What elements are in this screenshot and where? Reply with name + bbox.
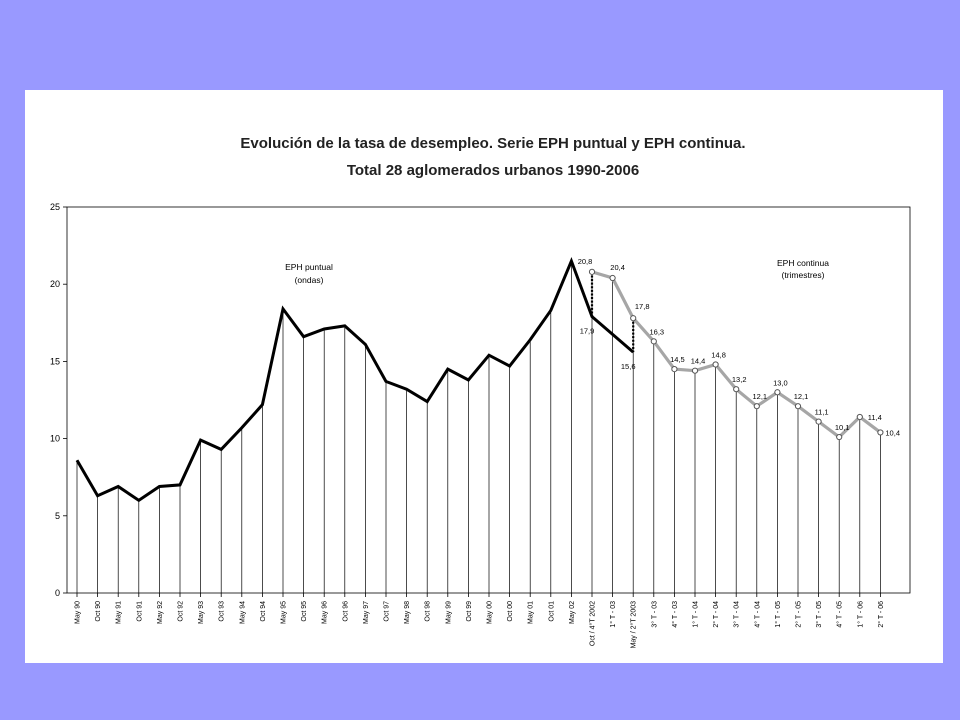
- y-tick-label: 5: [55, 511, 60, 521]
- data-label: 10,1: [835, 423, 850, 432]
- x-tick-label: 4° T - 03: [671, 601, 679, 628]
- unemployment-chart: Evolución de la tasa de desempleo. Serie…: [50, 135, 911, 648]
- data-point: [794, 403, 802, 410]
- data-label: 15,6: [621, 362, 636, 371]
- x-tick-label: Oct 99: [466, 601, 473, 622]
- x-tick-label: 1° T - 04: [692, 601, 700, 628]
- x-tick-label: May 90: [75, 601, 82, 624]
- series: [75, 256, 884, 503]
- data-label: 17,8: [635, 302, 650, 311]
- x-tick-label: May 91: [116, 601, 123, 624]
- x-tick-label: 4° T - 04: [753, 601, 761, 628]
- x-tick-label: 2° T - 06: [877, 601, 885, 628]
- data-label: 11,4: [868, 413, 882, 422]
- data-label: 13,2: [732, 375, 747, 384]
- data-label: 16,3: [649, 327, 664, 336]
- data-label: 12,1: [794, 392, 809, 401]
- x-tick-label: May / 2°T 2003: [630, 601, 638, 649]
- data-point: [712, 361, 719, 368]
- x-tick-label: May 98: [404, 601, 411, 624]
- data-point: [609, 274, 616, 282]
- x-tick-label: 1° T - 03: [609, 601, 617, 628]
- data-point: [877, 429, 884, 436]
- x-tick-label: May 01: [528, 601, 535, 624]
- x-tick-label: Oct 91: [136, 601, 143, 622]
- x-tick-label: 1° T - 05: [774, 601, 782, 628]
- x-tick-label: Oct 94: [260, 601, 267, 622]
- data-label: 14,5: [670, 355, 685, 364]
- data-point: [691, 367, 699, 374]
- data-point: [815, 418, 822, 425]
- series-line-eph-puntual: [75, 256, 635, 503]
- data-label: 20,4: [610, 263, 625, 272]
- data-label: 17,9: [580, 327, 595, 336]
- x-tick-label: May 02: [569, 601, 576, 624]
- x-tick-label: May 93: [198, 601, 205, 624]
- data-labels: 17,9 15,6 20,8 20,4 17,8 16,3 14,5 14,4 14,8 13,2…: [578, 257, 900, 438]
- x-tick-label: May 97: [363, 601, 370, 624]
- x-tick-label: Oct 93: [219, 601, 226, 622]
- x-tick-label: May 95: [281, 601, 288, 624]
- x-tick-label: Oct 97: [384, 601, 391, 622]
- x-tick-label: 4° T - 05: [836, 601, 844, 628]
- x-tick-label: Oct 95: [301, 601, 308, 622]
- x-tick-label: Oct 98: [425, 601, 432, 622]
- data-point: [671, 366, 678, 373]
- x-tick-label: 3° T - 03: [650, 601, 658, 628]
- x-tick-label: 3° T - 04: [733, 601, 741, 628]
- data-point: [588, 268, 596, 275]
- x-tick-label: Oct 90: [95, 601, 102, 622]
- data-label: 14,8: [711, 350, 726, 359]
- y-axis: 0 5 10 15 20 25: [50, 202, 67, 598]
- x-tick-label: Oct 00: [507, 601, 514, 622]
- chart-title-line1: Evolución de la tasa de desempleo. Serie…: [240, 135, 745, 152]
- legend-eph-continua-line2: (trimestres): [782, 270, 825, 280]
- legend-eph-puntual-line1: EPH puntual: [285, 262, 333, 272]
- x-tick-label: Oct 96: [342, 601, 349, 622]
- chart-title-line2: Total 28 aglomerados urbanos 1990-2006: [347, 162, 639, 179]
- data-point: [836, 433, 843, 441]
- chart-panel: Evolución de la tasa de desempleo. Serie…: [25, 90, 943, 663]
- legend-eph-continua-line1: EPH continua: [777, 258, 829, 268]
- x-tick-label: 3° T - 05: [815, 601, 823, 628]
- y-tick-label: 15: [50, 356, 60, 366]
- x-tick-label: May 99: [445, 601, 452, 624]
- data-point: [753, 403, 760, 410]
- data-label: 10,4: [885, 428, 900, 437]
- y-tick-label: 20: [50, 279, 60, 289]
- data-label: 20,8: [578, 257, 593, 266]
- series-links: [590, 271, 635, 353]
- x-tick-label: May 00: [487, 601, 494, 624]
- x-tick-label: May 92: [157, 601, 164, 624]
- y-tick-label: 25: [50, 202, 60, 212]
- data-label: 12,1: [752, 392, 767, 401]
- data-label: 14,4: [691, 357, 706, 366]
- y-tick-label: 0: [55, 588, 60, 598]
- x-tick-label: Oct 92: [178, 601, 185, 622]
- data-point: [733, 386, 740, 393]
- x-tick-label: 1° T - 06: [856, 601, 864, 628]
- x-tick-label: May 96: [322, 601, 329, 624]
- data-label: 13,0: [773, 378, 788, 387]
- y-tick-label: 10: [50, 434, 60, 444]
- x-tick-label: May 94: [239, 601, 246, 624]
- data-point: [856, 413, 863, 421]
- x-tick-label: 2° T - 05: [795, 601, 803, 628]
- x-axis: May 90 Oct 90 May 91 Oct 91 May 92 Oct 92 May …: [75, 593, 885, 648]
- plot-area: [66, 206, 911, 594]
- data-point: [774, 389, 781, 396]
- legend-eph-puntual-line2: (ondas): [295, 275, 324, 285]
- x-tick-label: 2° T - 04: [712, 601, 720, 628]
- data-label: 11,1: [815, 408, 829, 417]
- data-point: [650, 338, 657, 345]
- drop-lines: [76, 261, 881, 593]
- x-tick-label: Oct 01: [548, 601, 555, 622]
- x-tick-label: Oct / 4°T 2002: [589, 601, 597, 646]
- data-point: [630, 315, 637, 322]
